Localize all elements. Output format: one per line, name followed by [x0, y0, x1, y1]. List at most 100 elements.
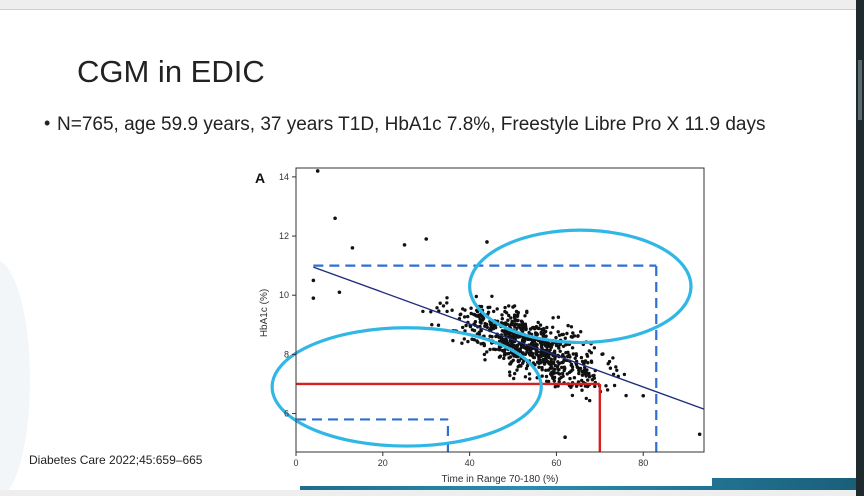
- scatter-point: [311, 278, 316, 283]
- scatter-point: [435, 306, 439, 310]
- scatter-point: [513, 319, 517, 323]
- scatter-point: [577, 371, 581, 376]
- scatter-point: [575, 365, 579, 369]
- scatter-point: [508, 362, 512, 366]
- scatter-point: [589, 351, 593, 355]
- scatter-point: [541, 353, 545, 358]
- scatter-point: [479, 304, 484, 309]
- scatter-point: [451, 338, 455, 343]
- scatter-point: [520, 320, 525, 324]
- scatter-point: [545, 345, 549, 349]
- y-tick-label: 6: [284, 409, 289, 419]
- scatter-point: [461, 307, 465, 311]
- scatter-point: [513, 316, 517, 321]
- scatter-point: [587, 371, 591, 376]
- scatter-point: [548, 348, 552, 352]
- bullet-text: N=765, age 59.9 years, 37 years T1D, HbA…: [57, 114, 766, 135]
- scatter-point: [508, 355, 513, 359]
- scatter-point: [557, 368, 561, 372]
- scatter-point: [563, 435, 567, 440]
- scatter-point: [697, 432, 702, 437]
- scatter-point: [493, 325, 497, 329]
- scatter-point: [547, 361, 551, 365]
- scatter-point: [509, 316, 513, 320]
- scatter-point: [557, 372, 562, 376]
- scatter-point: [527, 372, 532, 376]
- scatter-point: [545, 379, 549, 383]
- scatter-point: [593, 384, 597, 389]
- scatter-point: [539, 330, 543, 335]
- scatter-point: [567, 354, 571, 359]
- scatter-point: [462, 337, 466, 341]
- scatter-point: [604, 384, 608, 388]
- highlight-ellipse-upper-right: [468, 228, 693, 345]
- scatter-point: [464, 323, 468, 328]
- scatter-point: [578, 366, 583, 371]
- y-tick-label: 10: [279, 290, 289, 300]
- scatter-point: [588, 398, 592, 403]
- scatter-point: [507, 370, 512, 374]
- x-axis-label: Time in Range 70-180 (%): [442, 474, 559, 485]
- x-tick-label: 0: [293, 458, 298, 468]
- scatter-point: [585, 352, 589, 357]
- scatter-point: [528, 377, 532, 381]
- scatter-point: [502, 353, 507, 357]
- scatter-point: [402, 243, 407, 247]
- scatter-point: [566, 350, 570, 354]
- chart-guides: [270, 228, 705, 452]
- scatter-point: [470, 337, 474, 341]
- scatter-point: [430, 323, 434, 327]
- scatter-point: [580, 373, 585, 377]
- scatter-point: [527, 352, 532, 356]
- scatter-point: [508, 339, 512, 343]
- bullet-marker: •: [44, 113, 51, 133]
- scatter-point: [549, 371, 553, 375]
- scatter-point: [525, 309, 529, 313]
- highlight-ellipse-lower-left: [270, 326, 543, 448]
- scatter-point: [537, 365, 541, 369]
- scatter-point: [505, 341, 510, 346]
- scatter-point: [508, 373, 512, 378]
- scatter-point: [485, 350, 489, 354]
- scatter-point: [565, 331, 569, 336]
- scatter-point: [570, 335, 575, 339]
- scatter-point: [524, 366, 529, 371]
- scatter-point: [552, 379, 556, 383]
- scatter-point: [483, 358, 487, 362]
- scatter-point: [523, 314, 527, 318]
- scatter-point: [537, 326, 541, 331]
- scatter-point: [495, 307, 499, 311]
- scatter-point: [466, 339, 470, 344]
- scatter-point: [516, 359, 521, 364]
- scatter-point: [462, 315, 467, 319]
- scatter-point: [570, 368, 575, 372]
- scatter-point: [500, 313, 504, 317]
- scatter-point: [500, 317, 504, 321]
- scatter-point: [507, 313, 511, 318]
- scatter-point: [536, 320, 540, 325]
- regression-line: [313, 266, 705, 410]
- scatter-point: [553, 385, 557, 389]
- scatter-point: [516, 335, 520, 339]
- scatter-point: [585, 368, 589, 372]
- scatter-point: [516, 365, 520, 369]
- scatter-point: [482, 352, 487, 357]
- scatter-point: [579, 330, 583, 334]
- scatter-point: [584, 396, 588, 401]
- scatter-point: [490, 294, 494, 298]
- scatter-point: [461, 325, 465, 330]
- scatter-point: [481, 316, 486, 321]
- scatter-point: [612, 383, 617, 388]
- scatter-point: [607, 359, 612, 364]
- scatter-point: [333, 216, 337, 221]
- scatter-point: [542, 327, 546, 331]
- scatter-point: [611, 356, 615, 360]
- scatter-point: [515, 314, 520, 318]
- scatter-point: [540, 368, 544, 372]
- scatter-point: [534, 351, 538, 355]
- scatter-point: [592, 376, 596, 380]
- scatter-point: [503, 305, 507, 310]
- scatter-point: [521, 361, 525, 365]
- scatter-point: [570, 393, 575, 398]
- scatter-point: [496, 347, 501, 352]
